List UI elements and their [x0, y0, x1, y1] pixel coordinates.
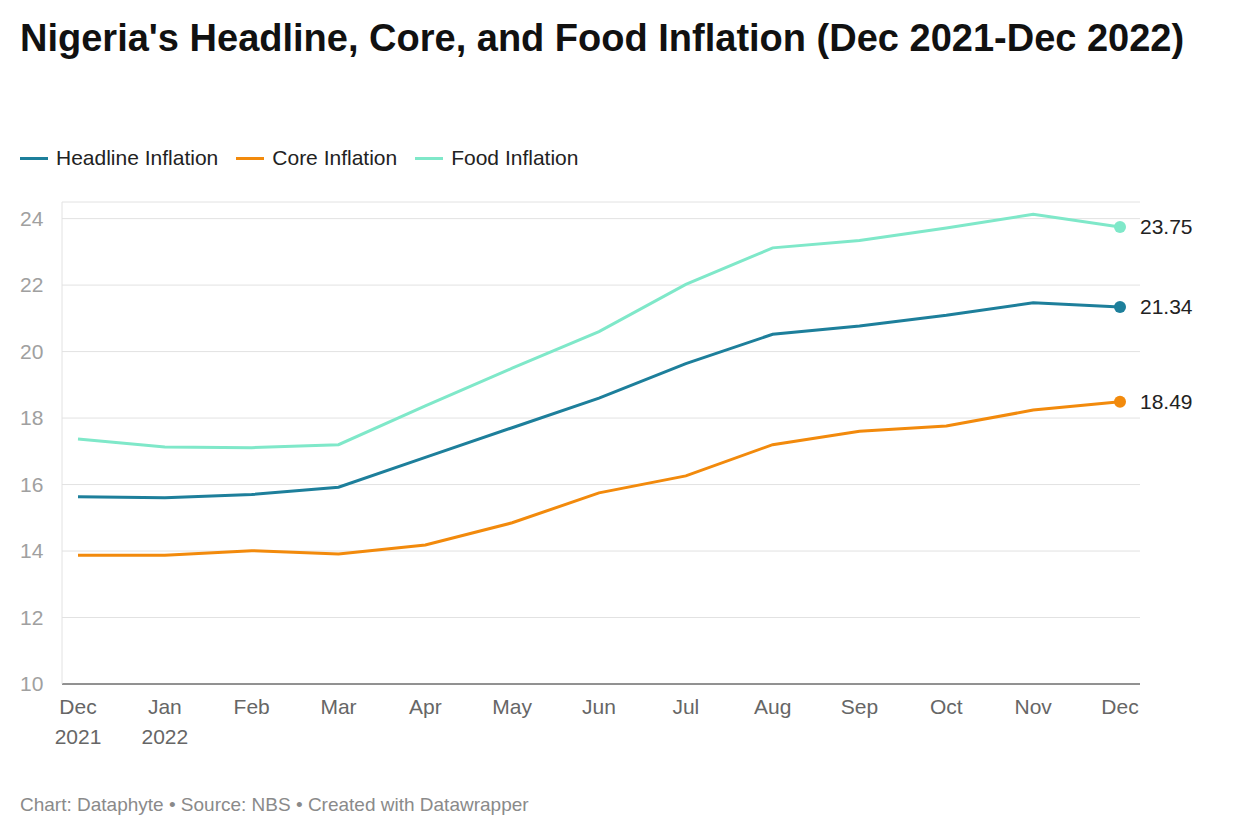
svg-text:Jan2022: Jan2022	[141, 695, 188, 744]
svg-text:Nov: Nov	[1014, 695, 1052, 718]
svg-text:21.34: 21.34	[1140, 295, 1193, 318]
svg-text:Dec: Dec	[1101, 695, 1138, 718]
svg-text:Aug: Aug	[754, 695, 791, 718]
html-text:Nigeria's Headline, Core, and: Nigeria's Headline, Core, and Food Infla…	[20, 17, 1185, 59]
svg-text:10: 10	[20, 672, 43, 695]
svg-text:May: May	[492, 695, 532, 718]
html-text:Core Inflation: Core Inflation	[272, 146, 398, 169]
svg-text:12: 12	[20, 606, 43, 629]
html-text:Headline Inflation: Headline Inflation	[56, 146, 219, 169]
svg-text:24: 24	[20, 207, 44, 230]
svg-text:14: 14	[20, 539, 44, 562]
svg-text:Jun: Jun	[582, 695, 616, 718]
svg-text:18: 18	[20, 406, 43, 429]
svg-text:23.75: 23.75	[1140, 215, 1193, 238]
svg-text:22: 22	[20, 273, 43, 296]
svg-text:Jul: Jul	[672, 695, 699, 718]
svg-text:Feb: Feb	[234, 695, 270, 718]
svg-text:Mar: Mar	[320, 695, 356, 718]
svg-text:16: 16	[20, 473, 43, 496]
html-text:Chart: Dataphyte • Source: NBS: Chart: Dataphyte • Source: NBS • Created…	[20, 794, 529, 815]
html-text:Food Inflation: Food Inflation	[451, 146, 579, 169]
svg-text:18.49: 18.49	[1140, 390, 1193, 413]
svg-text:Dec2021: Dec2021	[55, 695, 102, 744]
svg-text:Apr: Apr	[409, 695, 442, 718]
svg-text:20: 20	[20, 340, 43, 363]
svg-text:Oct: Oct	[930, 695, 963, 718]
svg-text:Sep: Sep	[841, 695, 878, 718]
